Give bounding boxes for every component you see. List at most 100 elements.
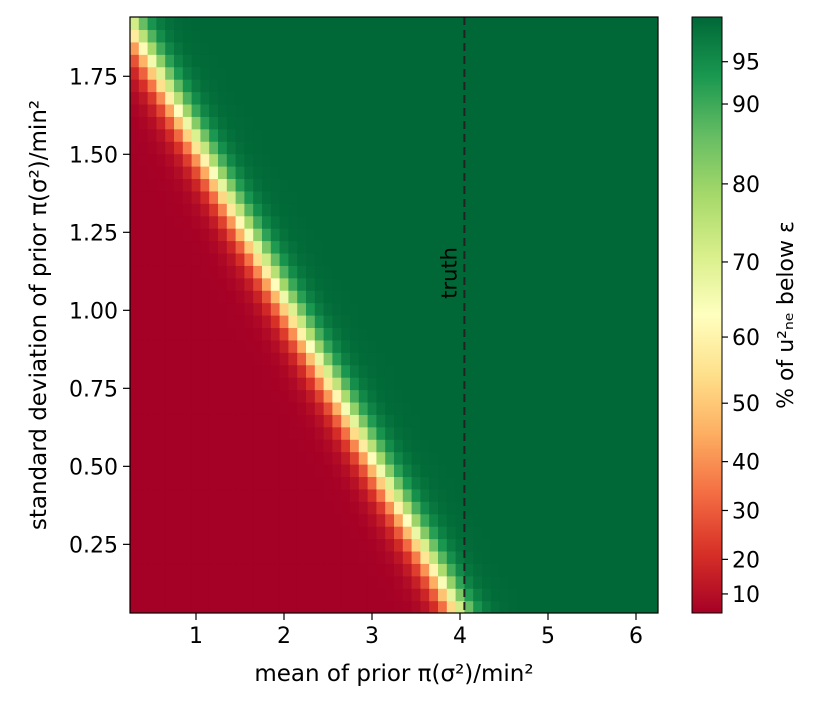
heatmap-cell bbox=[455, 352, 465, 366]
heatmap-cell bbox=[517, 166, 527, 180]
heatmap-cell bbox=[578, 588, 589, 602]
heatmap-cell bbox=[614, 377, 624, 391]
heatmap-cell bbox=[455, 364, 465, 378]
heatmap-cell bbox=[209, 538, 219, 552]
heatmap-cell bbox=[508, 228, 518, 242]
heatmap-cell bbox=[411, 116, 421, 130]
heatmap-cell bbox=[508, 315, 518, 329]
heatmap-cell bbox=[182, 364, 193, 378]
heatmap-cell bbox=[341, 166, 351, 180]
heatmap-cell bbox=[526, 215, 536, 229]
heatmap-cell bbox=[517, 451, 527, 465]
heatmap-cell bbox=[323, 327, 333, 341]
heatmap-cell bbox=[596, 203, 606, 217]
heatmap-cell bbox=[587, 203, 597, 217]
heatmap-cell bbox=[534, 265, 545, 279]
x-tick-label: 3 bbox=[365, 624, 379, 649]
heatmap-cell bbox=[253, 91, 263, 105]
heatmap-cell bbox=[288, 339, 298, 353]
heatmap-cell bbox=[596, 290, 606, 304]
heatmap-cell bbox=[385, 265, 395, 279]
heatmap-cell bbox=[147, 464, 157, 478]
heatmap-cell bbox=[270, 240, 281, 254]
heatmap-cell bbox=[394, 464, 404, 478]
heatmap-cell bbox=[534, 17, 545, 31]
heatmap-cell bbox=[385, 476, 395, 490]
heatmap-cell bbox=[279, 277, 289, 291]
heatmap-cell bbox=[640, 29, 650, 43]
x-tick-label: 2 bbox=[277, 624, 291, 649]
heatmap-cell bbox=[288, 550, 298, 564]
heatmap-cell bbox=[411, 128, 421, 142]
y-tick-label: 1.75 bbox=[69, 65, 118, 90]
heatmap-cell bbox=[517, 17, 527, 31]
heatmap-cell bbox=[147, 178, 157, 192]
heatmap-cell bbox=[464, 103, 474, 117]
heatmap-cell bbox=[552, 352, 562, 366]
heatmap-cell bbox=[578, 501, 589, 515]
heatmap-cell bbox=[446, 563, 457, 577]
heatmap-cell bbox=[473, 166, 483, 180]
heatmap-cell bbox=[314, 277, 325, 291]
heatmap-cell bbox=[262, 203, 272, 217]
y-tick-label: 0.50 bbox=[69, 455, 118, 480]
heatmap-cell bbox=[209, 141, 219, 155]
heatmap-cell bbox=[138, 513, 149, 527]
heatmap-cell bbox=[367, 54, 377, 68]
heatmap-cell bbox=[218, 451, 228, 465]
heatmap-cell bbox=[455, 488, 465, 502]
heatmap-cell bbox=[376, 588, 386, 602]
heatmap-cell bbox=[490, 203, 501, 217]
heatmap-cell bbox=[288, 128, 298, 142]
heatmap-cell bbox=[323, 79, 333, 93]
heatmap-cell bbox=[543, 41, 553, 55]
heatmap-cell bbox=[517, 588, 527, 602]
heatmap-cell bbox=[534, 451, 545, 465]
heatmap-cell bbox=[464, 339, 474, 353]
heatmap-cell bbox=[358, 17, 369, 31]
heatmap-cell bbox=[420, 153, 430, 167]
heatmap-cell bbox=[350, 538, 360, 552]
heatmap-cell bbox=[209, 103, 219, 117]
heatmap-cell bbox=[165, 290, 175, 304]
heatmap-cell bbox=[138, 339, 149, 353]
heatmap-cell bbox=[587, 66, 597, 80]
heatmap-cell bbox=[596, 79, 606, 93]
heatmap-cell bbox=[649, 414, 658, 428]
heatmap-cell bbox=[235, 364, 245, 378]
heatmap-cell bbox=[209, 17, 219, 31]
heatmap-cell bbox=[446, 488, 457, 502]
heatmap-cell bbox=[394, 377, 404, 391]
heatmap-cell bbox=[367, 464, 377, 478]
heatmap-cell bbox=[578, 79, 589, 93]
heatmap-cell bbox=[438, 339, 448, 353]
heatmap-cell bbox=[350, 17, 360, 31]
heatmap-cell bbox=[226, 290, 237, 304]
heatmap-cell bbox=[130, 41, 140, 55]
heatmap-cell bbox=[182, 277, 193, 291]
heatmap-cell bbox=[174, 563, 184, 577]
heatmap-cell bbox=[622, 439, 633, 453]
heatmap-cell bbox=[438, 426, 448, 440]
heatmap-cell bbox=[385, 215, 395, 229]
heatmap-cell bbox=[622, 464, 633, 478]
heatmap-cell bbox=[420, 327, 430, 341]
heatmap-cell bbox=[499, 339, 509, 353]
heatmap-cell bbox=[174, 513, 184, 527]
heatmap-cell bbox=[350, 600, 360, 613]
heatmap-cell bbox=[402, 66, 413, 80]
heatmap-cell bbox=[147, 538, 157, 552]
heatmap-cell bbox=[358, 277, 369, 291]
heatmap-cell bbox=[411, 389, 421, 403]
heatmap-cell bbox=[455, 513, 465, 527]
heatmap-cell bbox=[482, 215, 492, 229]
heatmap-cell bbox=[570, 488, 580, 502]
heatmap-cell bbox=[587, 79, 597, 93]
heatmap-cell bbox=[341, 66, 351, 80]
heatmap-cell bbox=[649, 389, 658, 403]
heatmap-cell bbox=[174, 178, 184, 192]
heatmap-cell bbox=[508, 401, 518, 415]
heatmap-cell bbox=[570, 600, 580, 613]
heatmap-cell bbox=[420, 190, 430, 204]
heatmap-cell bbox=[614, 29, 624, 43]
